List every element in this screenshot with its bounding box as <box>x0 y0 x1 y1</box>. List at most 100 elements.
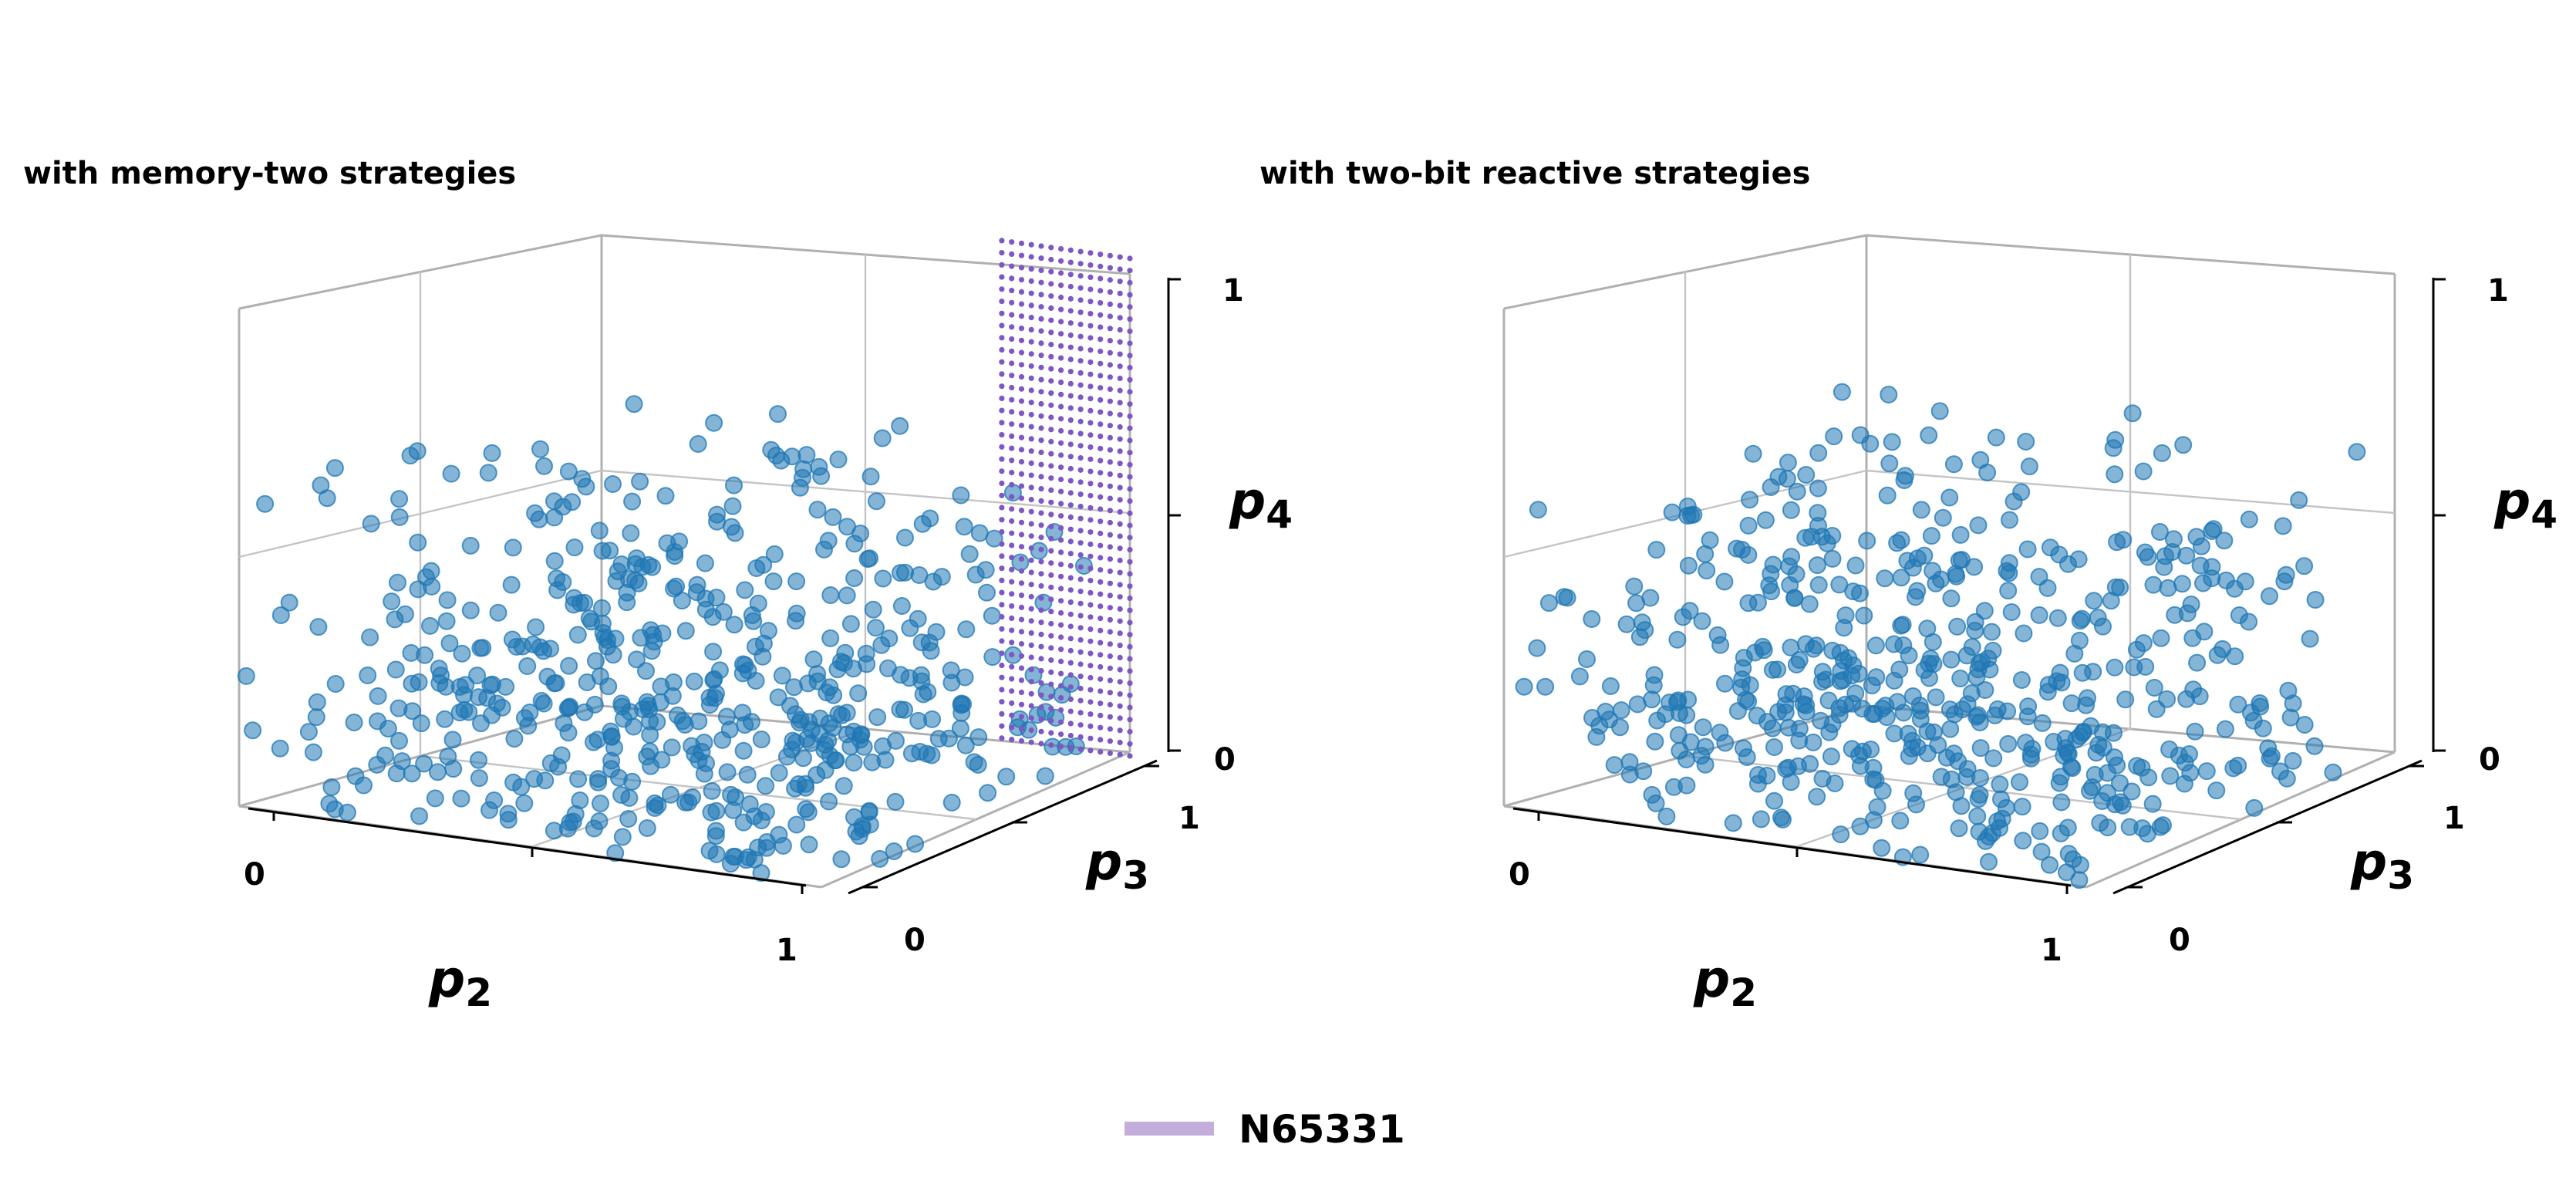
surface-point <box>1018 737 1025 744</box>
surface-point <box>1077 467 1084 473</box>
scatter-point <box>821 586 840 604</box>
scatter-point <box>1809 575 1828 594</box>
scatter-point <box>2152 629 2170 647</box>
surface-point <box>1058 488 1064 494</box>
scatter-point <box>757 777 775 795</box>
scatter-point <box>589 770 607 788</box>
surface-point <box>1009 397 1015 403</box>
surface-point <box>1077 515 1084 521</box>
surface-point <box>1048 329 1054 336</box>
scatter-point <box>2301 629 2319 648</box>
scatter-point <box>2093 792 2112 810</box>
p4-tick-0: 0 <box>2479 742 2500 778</box>
scatter-point <box>734 813 753 832</box>
scatter-point <box>1832 825 1850 844</box>
surface-point <box>1087 286 1094 292</box>
scatter-point <box>725 476 743 494</box>
scatter-point <box>819 731 838 750</box>
scatter-point <box>868 492 885 511</box>
scatter-point <box>1664 778 1683 796</box>
surface-point <box>1028 278 1034 284</box>
scatter-point <box>769 405 787 424</box>
surface-point <box>1009 530 1015 536</box>
surface-point <box>1067 478 1074 484</box>
scatter-point <box>891 700 909 719</box>
surface-point <box>1028 715 1034 721</box>
surface-point <box>999 553 1005 559</box>
scatter-point <box>2159 579 2177 597</box>
scatter-point <box>812 467 831 485</box>
surface-point <box>1048 353 1054 359</box>
surface-point <box>1097 555 1104 561</box>
scatter-point <box>747 672 765 690</box>
surface-point <box>1067 672 1074 678</box>
surface-point <box>1028 400 1034 406</box>
scatter-point <box>820 714 838 733</box>
surface-point <box>999 541 1005 547</box>
surface-point <box>1058 586 1064 592</box>
scatter-points <box>237 395 1093 883</box>
scatter-point <box>1948 617 1967 636</box>
scatter-point <box>1963 638 1981 656</box>
surface-point <box>1009 518 1015 525</box>
surface-point <box>1018 519 1025 525</box>
scatter-point <box>606 629 625 648</box>
surface-point <box>1018 301 1025 307</box>
scatter-point <box>1969 660 1988 679</box>
surface-point <box>1038 716 1044 723</box>
scatter-point <box>256 494 275 513</box>
scatter-point <box>1779 454 1797 472</box>
scatter-point <box>2058 863 2075 882</box>
surface-point <box>1127 571 1133 577</box>
surface-point <box>1107 544 1113 550</box>
scatter-point <box>471 639 490 657</box>
scatter-point <box>2134 462 2153 481</box>
surface-point <box>1048 427 1054 433</box>
surface-point <box>1048 414 1054 420</box>
surface-point <box>1127 353 1133 359</box>
surface-point <box>1048 256 1054 263</box>
scatter-point <box>1790 651 1809 669</box>
surface-point <box>1048 535 1054 542</box>
scatter-point <box>2077 696 2096 714</box>
scatter-point <box>1733 541 1751 559</box>
surface-point <box>1018 471 1025 478</box>
scatter-point <box>280 593 298 612</box>
scatter-point <box>1942 589 1961 608</box>
surface-point <box>1117 424 1123 430</box>
surface-point <box>1067 526 1074 532</box>
scatter-point <box>612 694 631 713</box>
surface-point <box>1028 739 1034 745</box>
scatter-point <box>1617 615 1636 633</box>
surface-point <box>1048 633 1054 639</box>
surface-point <box>1067 599 1074 606</box>
surface-point <box>1067 320 1074 326</box>
scatter-point <box>1647 794 1665 812</box>
surface-point <box>1028 679 1034 685</box>
scatter-point <box>896 528 914 547</box>
surface-point <box>1028 351 1034 357</box>
scatter-point <box>2170 746 2188 764</box>
scatter-point <box>1986 706 2004 724</box>
scatter-point <box>2188 653 2207 672</box>
surface-point <box>999 528 1005 535</box>
surface-point <box>1127 741 1133 747</box>
surface-point <box>999 662 1005 669</box>
surface-point <box>1107 605 1113 611</box>
scatter-point <box>558 819 577 838</box>
surface-point <box>1018 629 1025 635</box>
scatter-point <box>585 695 604 714</box>
scatter-point <box>942 673 961 692</box>
scatter-point <box>609 562 627 581</box>
scatter-point <box>307 708 325 727</box>
surface-point <box>1117 533 1123 539</box>
surface-point <box>1077 491 1084 498</box>
legend: N65331 <box>1124 1107 1405 1152</box>
scatter-point <box>722 785 740 804</box>
surface-point <box>999 286 1005 292</box>
scatter-point <box>1763 660 1782 679</box>
scatter-point <box>1835 619 1853 637</box>
scatter-point <box>426 789 444 808</box>
scatter-point <box>909 609 927 628</box>
scatter-point <box>845 722 863 741</box>
